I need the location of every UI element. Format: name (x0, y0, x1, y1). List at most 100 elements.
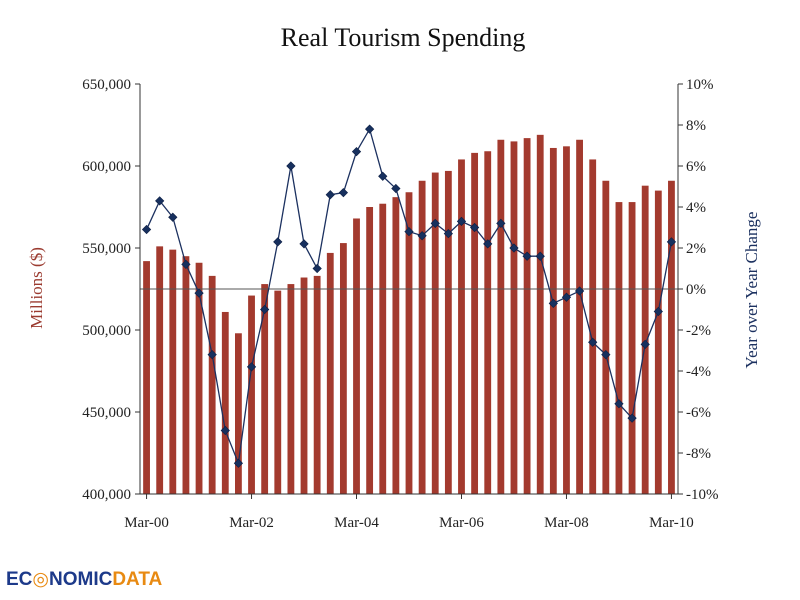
line-point (391, 183, 401, 194)
line-point (548, 298, 558, 308)
bar (576, 139, 583, 494)
line-point (653, 306, 663, 317)
line-point (325, 190, 335, 200)
x-tick-label: Mar-02 (229, 515, 274, 531)
x-tick-label: Mar-04 (334, 515, 379, 531)
y-right-tick-label: 10% (686, 77, 714, 93)
bar (248, 295, 255, 494)
line-point (246, 362, 257, 372)
y-right-tick-label: -4% (686, 364, 711, 380)
y-right-tick-label: -10% (686, 487, 719, 503)
bar (261, 284, 269, 494)
y-right-tick-label: -6% (686, 405, 711, 421)
bar (615, 202, 623, 494)
line-point (207, 349, 217, 360)
bar (444, 170, 452, 495)
x-tick-label: Mar-06 (439, 515, 484, 531)
bar (221, 311, 229, 494)
line-point (338, 188, 349, 198)
logo-text-part2: NOMIC (49, 569, 113, 590)
bar (405, 192, 413, 495)
y-left-tick-label: 500,000 (82, 323, 131, 339)
line-point (469, 222, 480, 233)
bar (353, 218, 360, 495)
bar (458, 159, 465, 494)
line-point (614, 399, 624, 409)
yoy-line-series (141, 124, 677, 468)
bar (392, 197, 400, 494)
y-left-tick-label: 600,000 (82, 159, 131, 175)
logo-text-part1: EC (6, 569, 33, 590)
line-point (194, 288, 204, 298)
bar (156, 246, 164, 494)
bar (326, 252, 334, 494)
line-point (574, 286, 585, 296)
line-point (496, 218, 506, 229)
x-tick-label: Mar-08 (544, 515, 589, 531)
line-point (509, 243, 519, 253)
bar (536, 134, 544, 494)
bar (523, 138, 531, 494)
line-point (220, 425, 230, 436)
line-point (365, 124, 375, 134)
bar (300, 277, 308, 494)
bar (366, 207, 374, 494)
line-point (273, 237, 283, 247)
y-left-tick-label: 650,000 (82, 77, 131, 93)
bar (182, 256, 190, 494)
line-point (443, 229, 453, 239)
line-point (601, 349, 611, 360)
y-left-tick-label: 550,000 (82, 241, 131, 257)
x-tick-label: Mar-00 (124, 515, 169, 531)
line-point (141, 224, 152, 235)
y-right-tick-label: 4% (686, 200, 706, 216)
bar (235, 333, 242, 494)
bar-series (143, 134, 675, 495)
line-point (168, 212, 178, 222)
line-point (155, 196, 165, 206)
bar (418, 180, 426, 494)
bar (497, 139, 505, 494)
line-point (233, 458, 244, 468)
bar (274, 290, 282, 494)
bar (510, 141, 518, 494)
line-point (627, 413, 637, 423)
bar (195, 262, 203, 494)
bar (471, 152, 479, 494)
y-right-tick-label: 2% (686, 241, 706, 257)
bar (563, 146, 570, 494)
line-point (312, 263, 322, 274)
line-point (588, 337, 598, 347)
line-point (404, 226, 414, 237)
line-point (260, 304, 270, 315)
bar (208, 275, 216, 494)
x-tick-label: Mar-10 (649, 515, 694, 531)
bar (602, 180, 610, 494)
logo-circle-icon: ◎ (32, 569, 49, 590)
chart-title: Real Tourism Spending (281, 23, 526, 52)
y-right-tick-label: 6% (686, 159, 706, 175)
bar (589, 159, 597, 494)
line-point (351, 147, 362, 157)
bar (431, 172, 439, 494)
y-axis-right-label: Year over Year Change (742, 212, 761, 369)
bar (549, 147, 557, 494)
y-right-tick-label: -2% (686, 323, 711, 339)
line-point (640, 339, 650, 349)
line-point (430, 218, 440, 229)
line-point (522, 251, 532, 261)
line-point (417, 231, 427, 241)
logo-text-part3: DATA (112, 569, 163, 590)
bar (287, 284, 295, 494)
line-point (378, 171, 388, 181)
y-right-tick-label: -8% (686, 446, 711, 462)
y-right-tick-label: 0% (686, 282, 706, 298)
bar (379, 203, 387, 494)
line-point (286, 161, 296, 171)
line-point (181, 259, 191, 270)
bar (484, 151, 492, 495)
line-point (456, 216, 467, 226)
line-point (299, 239, 309, 249)
y-left-tick-label: 450,000 (82, 405, 131, 421)
